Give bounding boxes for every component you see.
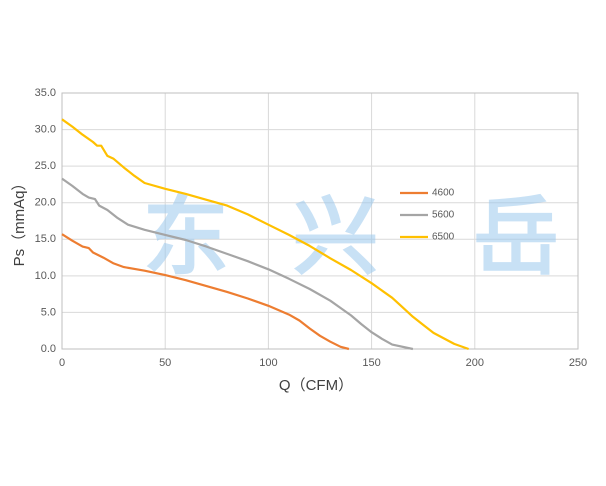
y-tick-label: 30.0 — [35, 123, 56, 135]
x-tick-label: 0 — [59, 357, 65, 369]
legend-label: 5600 — [432, 210, 455, 221]
x-axis-title: Q（CFM） — [279, 377, 353, 394]
x-tick-label: 150 — [362, 357, 380, 369]
y-tick-label: 20.0 — [35, 197, 56, 209]
y-axis-title: Ps（mmAq） — [11, 176, 28, 267]
y-tick-label: 35.0 — [35, 87, 56, 99]
y-tick-label: 10.0 — [35, 270, 56, 282]
watermark: 兴 — [292, 190, 378, 286]
y-tick-label: 5.0 — [41, 306, 56, 318]
y-tick-label: 15.0 — [35, 233, 56, 245]
line-series — [61, 177, 414, 351]
x-tick-label: 100 — [259, 357, 277, 369]
watermark: 东 — [143, 190, 229, 286]
plot-frame — [61, 92, 579, 350]
x-tick-label: 50 — [159, 357, 171, 369]
legend-label: 6500 — [432, 232, 455, 243]
x-tick-label: 250 — [569, 357, 587, 369]
y-tick-label: 25.0 — [35, 160, 56, 172]
watermark: 岳 — [473, 190, 559, 286]
line-series — [61, 118, 469, 351]
x-tick-label: 200 — [466, 357, 484, 369]
legend-label: 4600 — [432, 188, 455, 199]
y-tick-label: 0.0 — [41, 343, 56, 355]
line-series — [61, 233, 350, 351]
